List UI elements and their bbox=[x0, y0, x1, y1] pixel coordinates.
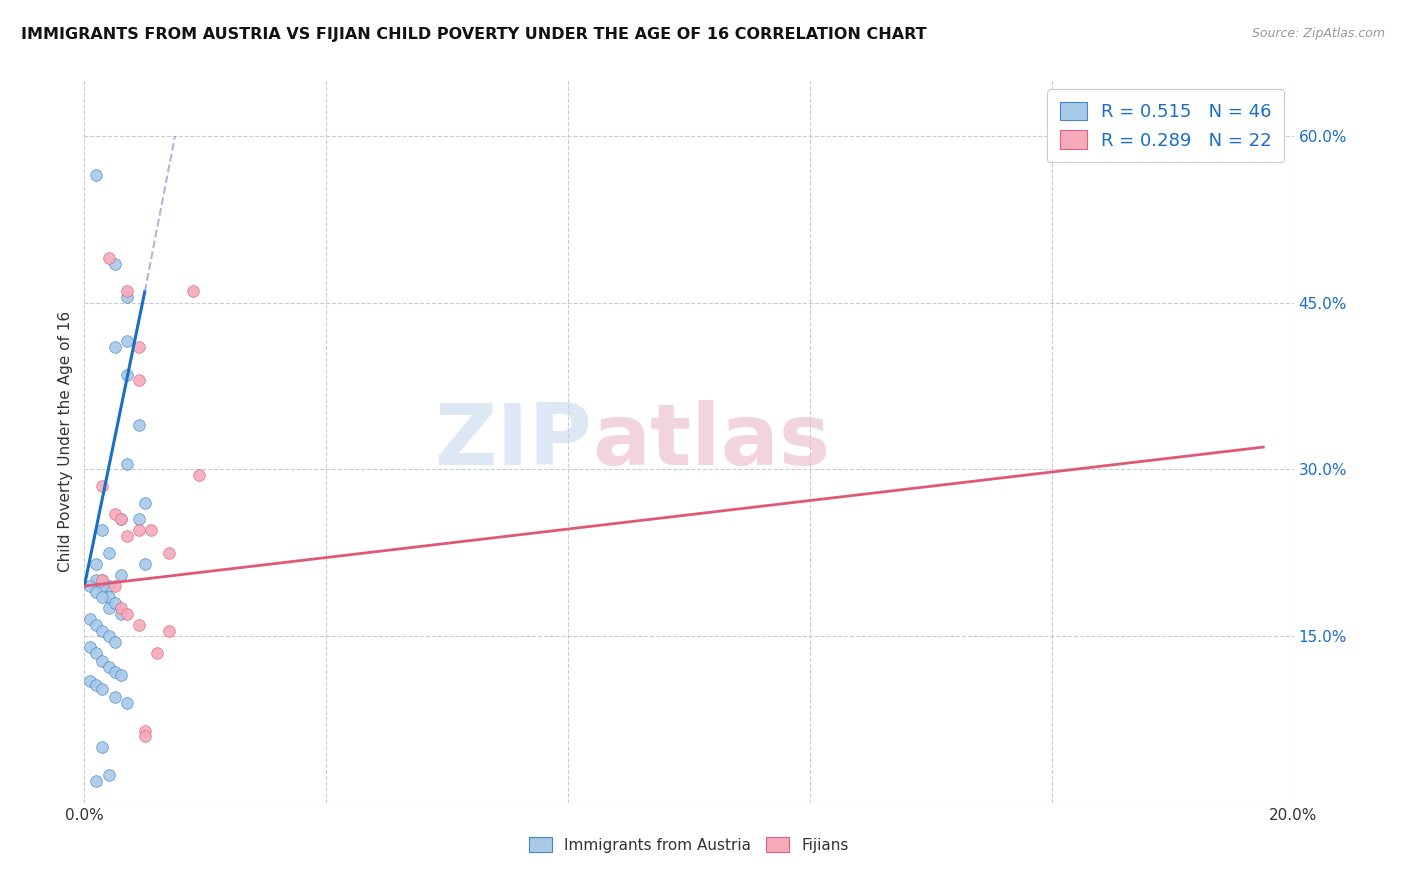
Point bbox=[86, 168, 108, 182]
Point bbox=[79, 612, 101, 626]
Point bbox=[91, 479, 114, 493]
Point bbox=[97, 629, 120, 643]
Point bbox=[104, 665, 127, 679]
Point bbox=[110, 607, 132, 621]
Y-axis label: Child Poverty Under the Age of 16: Child Poverty Under the Age of 16 bbox=[58, 311, 73, 572]
Point bbox=[110, 568, 132, 582]
Point bbox=[91, 579, 114, 593]
Point bbox=[146, 646, 169, 660]
Text: atlas: atlas bbox=[592, 400, 831, 483]
Point bbox=[128, 512, 150, 526]
Point bbox=[91, 653, 114, 667]
Point bbox=[115, 285, 138, 299]
Point bbox=[79, 579, 101, 593]
Point bbox=[110, 512, 132, 526]
Point bbox=[134, 729, 156, 743]
Point bbox=[86, 646, 108, 660]
Point bbox=[115, 696, 138, 710]
Text: ZIP: ZIP bbox=[434, 400, 592, 483]
Point bbox=[91, 524, 114, 538]
Point bbox=[128, 417, 150, 432]
Point bbox=[104, 634, 127, 648]
Point bbox=[157, 546, 180, 560]
Point bbox=[104, 579, 127, 593]
Point bbox=[86, 678, 108, 692]
Point bbox=[134, 496, 156, 510]
Point bbox=[91, 574, 114, 588]
Point bbox=[134, 723, 156, 738]
Point bbox=[97, 579, 120, 593]
Point bbox=[97, 768, 120, 782]
Point bbox=[97, 660, 120, 674]
Point bbox=[188, 467, 211, 482]
Point bbox=[104, 257, 127, 271]
Point bbox=[91, 590, 114, 604]
Point bbox=[115, 457, 138, 471]
Point bbox=[97, 601, 120, 615]
Point bbox=[91, 574, 114, 588]
Point bbox=[91, 624, 114, 638]
Point bbox=[115, 334, 138, 349]
Point bbox=[134, 557, 156, 571]
Text: Source: ZipAtlas.com: Source: ZipAtlas.com bbox=[1251, 27, 1385, 40]
Point bbox=[97, 546, 120, 560]
Point bbox=[86, 618, 108, 632]
Point bbox=[104, 340, 127, 354]
Legend: Immigrants from Austria, Fijians: Immigrants from Austria, Fijians bbox=[522, 829, 856, 860]
Point bbox=[110, 601, 132, 615]
Point bbox=[115, 368, 138, 382]
Point bbox=[115, 529, 138, 543]
Point bbox=[128, 373, 150, 387]
Point bbox=[128, 524, 150, 538]
Point bbox=[91, 682, 114, 697]
Point bbox=[86, 584, 108, 599]
Point bbox=[139, 524, 162, 538]
Point bbox=[97, 251, 120, 265]
Point bbox=[128, 340, 150, 354]
Point bbox=[79, 640, 101, 655]
Point bbox=[115, 290, 138, 304]
Point bbox=[91, 740, 114, 755]
Point bbox=[86, 557, 108, 571]
Point bbox=[110, 512, 132, 526]
Point bbox=[181, 285, 204, 299]
Point bbox=[97, 590, 120, 604]
Point bbox=[115, 607, 138, 621]
Point bbox=[104, 690, 127, 705]
Point bbox=[157, 624, 180, 638]
Point bbox=[110, 668, 132, 682]
Point bbox=[128, 618, 150, 632]
Text: IMMIGRANTS FROM AUSTRIA VS FIJIAN CHILD POVERTY UNDER THE AGE OF 16 CORRELATION : IMMIGRANTS FROM AUSTRIA VS FIJIAN CHILD … bbox=[21, 27, 927, 42]
Point bbox=[104, 507, 127, 521]
Point bbox=[79, 673, 101, 688]
Point bbox=[86, 773, 108, 788]
Point bbox=[86, 574, 108, 588]
Point bbox=[104, 596, 127, 610]
